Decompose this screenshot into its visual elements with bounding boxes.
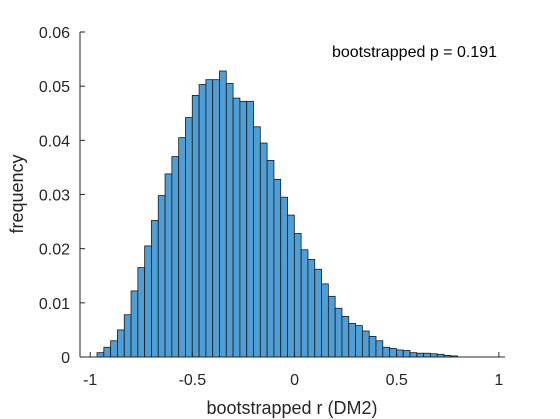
histogram-bar (396, 349, 404, 358)
histogram-bar (225, 83, 234, 358)
histogram-bars (96, 70, 459, 358)
histogram-bar (355, 325, 363, 358)
histogram-bar (253, 126, 261, 358)
histogram-bar (164, 173, 173, 358)
histogram-bar (219, 70, 227, 358)
histogram-bar (232, 97, 241, 358)
histogram-bar (239, 100, 248, 358)
histogram-bar (178, 137, 186, 358)
histogram-bar (402, 350, 411, 358)
histogram-bar (185, 117, 193, 358)
y-tick-label: 0.04 (39, 133, 70, 150)
y-tick-label: 0.06 (39, 25, 70, 42)
x-axis-label: bootstrapped r (DM2) (206, 398, 377, 418)
histogram-bar (300, 249, 309, 358)
histogram-bar (246, 100, 254, 358)
y-tick-label: 0.01 (39, 296, 70, 313)
histogram-bar (151, 220, 159, 358)
histogram-bar (375, 340, 384, 358)
histogram-bar (314, 268, 322, 358)
histogram-bar (144, 245, 152, 358)
histogram-bar (130, 290, 139, 358)
histogram-bar (327, 295, 336, 358)
y-axis-label: frequency (7, 154, 27, 233)
histogram-bar (191, 94, 200, 358)
x-tick-label: 1 (494, 372, 503, 389)
histogram-bar (137, 267, 146, 358)
histogram-bar (361, 330, 370, 358)
p-value-annotation: bootstrapped p = 0.191 (332, 44, 497, 61)
histogram-bar (423, 352, 431, 358)
histogram-bar (212, 79, 220, 358)
histogram-bar (157, 195, 166, 358)
histogram-bar (123, 314, 132, 358)
histogram-bar (110, 340, 118, 358)
histogram-bar (96, 352, 105, 358)
histogram-bar (287, 214, 295, 358)
y-tick-label: 0.03 (39, 188, 70, 205)
histogram-bar (293, 233, 302, 358)
histogram-bar (409, 352, 418, 358)
histogram-bar (103, 346, 112, 358)
x-tick-label: 0.5 (386, 372, 408, 389)
histogram-bar (280, 196, 288, 358)
histogram-bar (259, 142, 268, 358)
x-tick-label: -0.5 (179, 372, 207, 389)
y-axis-ticks: 0 0.01 0.02 0.03 0.04 0.05 0.06 (39, 25, 85, 367)
histogram-bar (273, 178, 282, 358)
x-tick-label: 0 (290, 372, 299, 389)
histogram-bar (334, 307, 343, 358)
y-tick-label: 0 (61, 350, 70, 367)
histogram-bar (171, 156, 180, 358)
histogram-bar (348, 323, 356, 358)
histogram-bar (321, 283, 329, 358)
histogram-bar (205, 79, 214, 358)
x-axis-ticks: -1 -0.5 0 0.5 1 (83, 352, 503, 389)
histogram-bar (382, 346, 390, 358)
histogram-bar (117, 329, 125, 358)
histogram-bar (389, 347, 397, 358)
histogram-bar (266, 159, 275, 358)
histogram-bar (416, 352, 425, 358)
x-tick-label: -1 (83, 372, 97, 389)
histogram-bar (198, 84, 207, 358)
histogram-bar (341, 315, 350, 358)
y-tick-label: 0.05 (39, 79, 70, 96)
histogram-bar (307, 259, 316, 358)
y-tick-label: 0.02 (39, 242, 70, 259)
histogram-bar (368, 336, 377, 358)
